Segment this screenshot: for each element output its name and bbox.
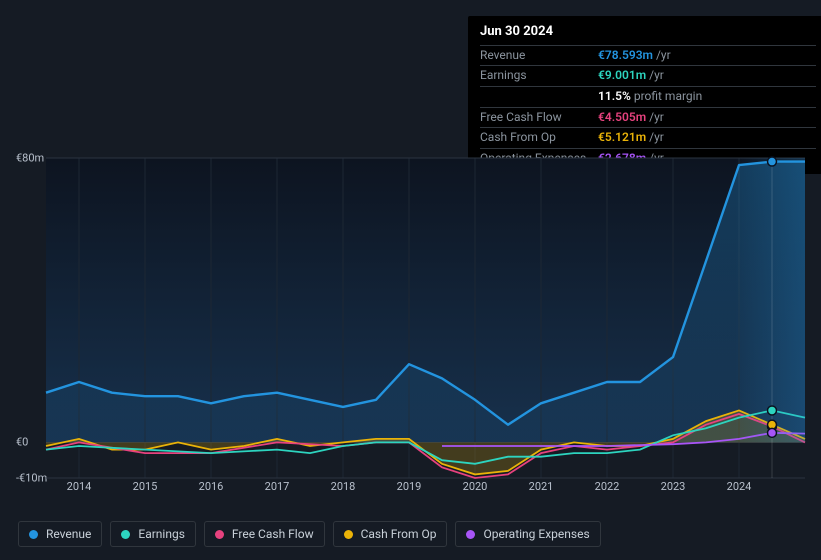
tooltip-value: €78.593m: [598, 48, 653, 62]
x-tick-label: 2017: [265, 480, 290, 493]
y-tick-label: €0: [16, 436, 30, 449]
tooltip-value: €9.001m: [598, 68, 646, 82]
tooltip-panel: Jun 30 2024 Revenue€78.593m/yrEarnings€9…: [468, 16, 821, 174]
legend-item-revenue[interactable]: Revenue: [18, 521, 102, 547]
tooltip-value: 11.5%: [598, 89, 631, 103]
chart-container: €80m€0-€10m 2014201520162017201820192020…: [16, 158, 805, 478]
legend-swatch: [466, 530, 475, 539]
tooltip-row: Cash From Op€5.121m/yr: [480, 127, 816, 148]
legend-label: Operating Expenses: [483, 527, 589, 541]
legend-swatch: [344, 530, 353, 539]
legend-label: Revenue: [46, 527, 91, 541]
x-tick-label: 2016: [199, 480, 224, 493]
chart-svg: [46, 158, 805, 478]
tooltip-unit: /yr: [649, 68, 664, 82]
tooltip-value: €4.505m: [598, 110, 646, 124]
x-tick-label: 2024: [727, 480, 752, 493]
x-tick-label: 2021: [529, 480, 554, 493]
legend-item-cfo[interactable]: Cash From Op: [333, 521, 448, 547]
x-tick-label: 2018: [331, 480, 356, 493]
x-tick-label: 2022: [595, 480, 620, 493]
marker-revenue: [768, 157, 777, 166]
x-tick-label: 2014: [67, 480, 92, 493]
legend: Revenue Earnings Free Cash Flow Cash From O…: [18, 521, 601, 547]
tooltip-row: 11.5%profit margin: [480, 86, 816, 107]
tooltip-label: [480, 89, 598, 105]
tooltip-row: Free Cash Flow€4.505m/yr: [480, 107, 816, 128]
legend-label: Cash From Op: [361, 527, 437, 541]
legend-label: Earnings: [138, 527, 185, 541]
tooltip-row: Revenue€78.593m/yr: [480, 45, 816, 66]
legend-item-earnings[interactable]: Earnings: [110, 521, 196, 547]
tooltip-unit: profit margin: [634, 89, 702, 103]
legend-swatch: [29, 530, 38, 539]
tooltip-unit: /yr: [649, 110, 664, 124]
legend-item-fcf[interactable]: Free Cash Flow: [204, 521, 325, 547]
tooltip-label: Free Cash Flow: [480, 110, 598, 126]
x-tick-label: 2019: [397, 480, 422, 493]
marker-opex: [768, 428, 777, 437]
legend-label: Free Cash Flow: [232, 527, 314, 541]
tooltip-label: Revenue: [480, 48, 598, 64]
x-tick-label: 2015: [133, 480, 158, 493]
marker-earnings: [768, 406, 777, 415]
x-tick-label: 2023: [661, 480, 686, 493]
tooltip-label: Earnings: [480, 68, 598, 84]
tooltip-label: Cash From Op: [480, 130, 598, 146]
tooltip-unit: /yr: [649, 130, 664, 144]
y-tick-label: -€10m: [16, 472, 30, 485]
tooltip-date: Jun 30 2024: [480, 24, 816, 45]
tooltip-row: Earnings€9.001m/yr: [480, 65, 816, 86]
tooltip-unit: /yr: [656, 48, 671, 62]
legend-swatch: [121, 530, 130, 539]
legend-swatch: [215, 530, 224, 539]
y-tick-label: €80m: [16, 152, 30, 165]
tooltip-value: €5.121m: [598, 130, 646, 144]
legend-item-opex[interactable]: Operating Expenses: [455, 521, 600, 547]
x-tick-label: 2020: [463, 480, 488, 493]
